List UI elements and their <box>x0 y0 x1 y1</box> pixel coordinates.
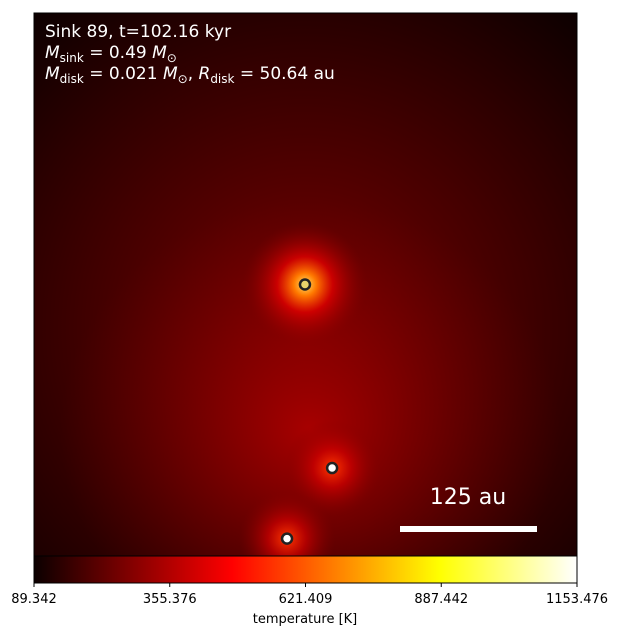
colorbar-tick-label: 355.376 <box>143 592 197 607</box>
annotation-line-3: Mdisk = 0.021 M⊙, Rdisk = 50.64 au <box>45 64 335 86</box>
annotation-separator: , <box>188 64 199 84</box>
disk-mass-value: = 0.021 <box>84 64 163 84</box>
sink-mass-unit: M <box>152 43 167 63</box>
colorbar-tick-label: 621.409 <box>279 592 333 607</box>
colorbar-tick-label: 1153.476 <box>546 592 608 607</box>
scale-bar <box>400 526 537 532</box>
disk-radius-subscript: disk <box>210 72 234 86</box>
heatmap-panel <box>34 13 577 556</box>
sink-markers <box>280 278 339 545</box>
disk-mass-unit-sub: ⊙ <box>178 72 188 86</box>
sink-mass-subscript: sink <box>60 51 84 65</box>
disk-mass-symbol: M <box>45 64 60 84</box>
disk-mass-unit: M <box>163 64 178 84</box>
annotation-line-1: Sink 89, t=102.16 kyr <box>45 22 231 42</box>
disk-radius-value: = 50.64 au <box>234 64 334 84</box>
disk-mass-subscript: disk <box>60 72 84 86</box>
wide-glow <box>60 200 560 556</box>
annotation-line-2: Msink = 0.49 M⊙ <box>45 43 177 65</box>
sink-mass-unit-sub: ⊙ <box>167 51 177 65</box>
scale-bar-label: 125 au <box>430 485 506 510</box>
sink-marker <box>298 278 312 291</box>
colorbar-ticks: 89.342 355.376 621.409 887.442 1153.476 <box>11 583 608 607</box>
sink-mass-symbol: M <box>45 43 60 63</box>
colorbar-label: temperature [K] <box>253 612 358 627</box>
sink-mass-value: = 0.49 <box>84 43 152 63</box>
colorbar-tick-label: 887.442 <box>414 592 468 607</box>
sink-marker <box>280 532 294 545</box>
sink-glow <box>239 490 336 556</box>
sink-marker <box>325 461 339 475</box>
disk-radius-symbol: R <box>199 64 211 84</box>
colorbar-tick-label: 89.342 <box>11 592 57 607</box>
colorbar <box>33 555 578 584</box>
